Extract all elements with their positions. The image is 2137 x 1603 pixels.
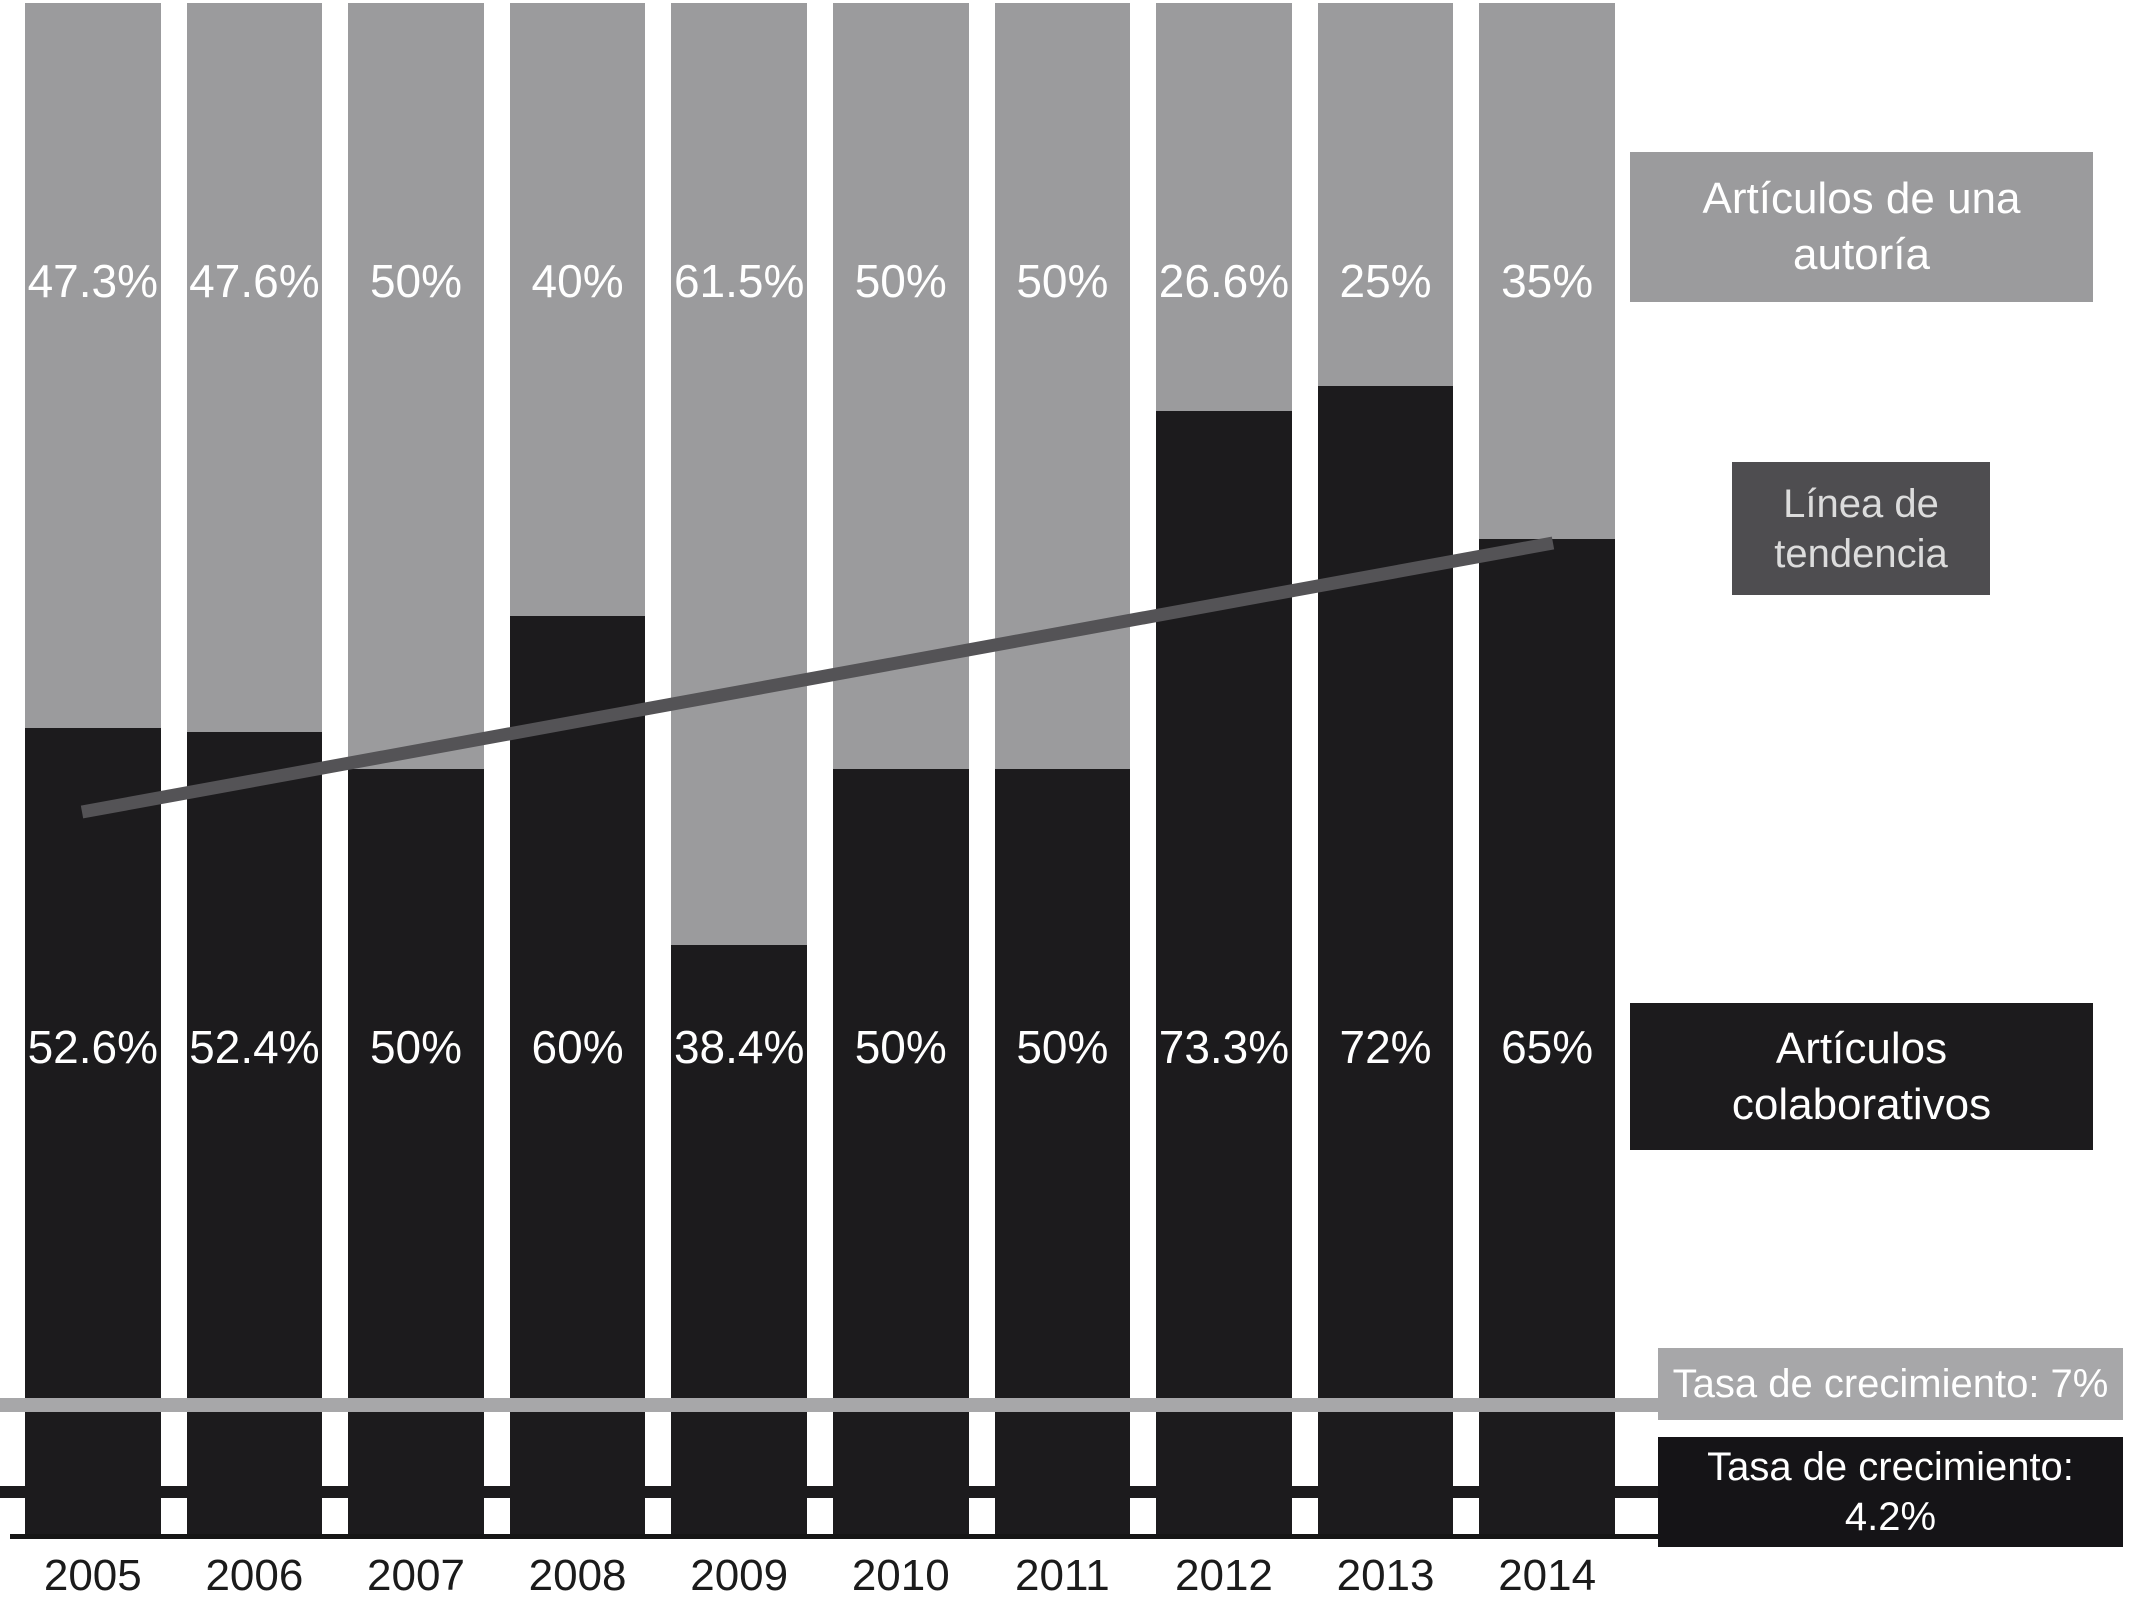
bar-2012: 26.6% 73.3%	[1156, 3, 1292, 1535]
x-tick-label-2014: 2014	[1479, 1552, 1615, 1600]
x-tick-label-2013: 2013	[1318, 1552, 1454, 1600]
legend-growth-rate-black-line1: Tasa de crecimiento:	[1707, 1442, 2074, 1492]
value-label-single-author-2006: 47.6%	[189, 255, 319, 307]
segment-single-author-2010	[833, 3, 969, 769]
value-label-single-author-2009: 61.5%	[674, 255, 804, 307]
segment-single-author-2008	[510, 3, 646, 616]
bar-2007: 50% 50%	[348, 3, 484, 1535]
legend-trend-line2: tendencia	[1774, 529, 1947, 579]
legend-growth-rate-black: Tasa de crecimiento: 4.2%	[1658, 1437, 2123, 1547]
segment-single-author-2005	[25, 3, 161, 728]
segment-collaborative-2011	[995, 769, 1131, 1535]
bar-2009: 61.5% 38.4%	[671, 3, 807, 1535]
segment-collaborative-2010	[833, 769, 969, 1535]
legend-growth-rate-black-line2: 4.2%	[1845, 1492, 1936, 1542]
legend-single-author-line1: Artículos de una	[1703, 171, 2021, 227]
value-label-collaborative-2007: 50%	[370, 1021, 462, 1073]
legend-trend-line1: Línea de	[1783, 479, 1939, 529]
legend-trend-line: Línea de tendencia	[1732, 462, 1990, 595]
bar-columns: 47.3% 52.6% 47.6% 52.4% 50% 50% 40% 60% 61.5% 38.…	[25, 3, 1615, 1535]
value-label-single-author-2008: 40%	[532, 255, 624, 307]
segment-single-author-2007	[348, 3, 484, 769]
bar-2013: 25% 72%	[1318, 3, 1454, 1535]
legend-collaborative-line1: Artículos	[1776, 1021, 1947, 1077]
x-axis-labels: 2005 2006 2007 2008 2009 2010 2011 2012 2013 2014	[25, 1552, 1615, 1600]
value-label-single-author-2012: 26.6%	[1159, 255, 1289, 307]
value-label-collaborative-2006: 52.4%	[189, 1021, 319, 1073]
x-tick-label-2009: 2009	[671, 1552, 807, 1600]
legend-single-author-line2: autoría	[1793, 227, 1930, 283]
value-label-single-author-2005: 47.3%	[28, 255, 158, 307]
legend-growth-rate-gray: Tasa de crecimiento: 7%	[1658, 1348, 2123, 1420]
x-tick-label-2005: 2005	[25, 1552, 161, 1600]
legend-growth-rate-gray-text: Tasa de crecimiento: 7%	[1673, 1362, 2109, 1406]
segment-collaborative-2006	[187, 732, 323, 1535]
segment-single-author-2006	[187, 3, 323, 732]
segment-single-author-2013	[1318, 3, 1454, 386]
value-label-collaborative-2005: 52.6%	[28, 1021, 158, 1073]
x-tick-label-2010: 2010	[833, 1552, 969, 1600]
segment-single-author-2009	[671, 3, 807, 945]
value-label-collaborative-2013: 72%	[1340, 1021, 1432, 1073]
growth-rate-line-gray	[0, 1398, 1658, 1412]
value-label-collaborative-2008: 60%	[532, 1021, 624, 1073]
bar-2014: 35% 65%	[1479, 3, 1615, 1535]
bar-2010: 50% 50%	[833, 3, 969, 1535]
value-label-single-author-2011: 50%	[1016, 255, 1108, 307]
legend-collaborative: Artículos colaborativos	[1630, 1003, 2093, 1150]
legend-collaborative-line2: colaborativos	[1732, 1077, 1991, 1133]
growth-rate-line-black	[0, 1486, 1658, 1498]
value-label-single-author-2010: 50%	[855, 255, 947, 307]
segment-single-author-2012	[1156, 3, 1292, 411]
value-label-collaborative-2012: 73.3%	[1159, 1021, 1289, 1073]
x-tick-label-2007: 2007	[348, 1552, 484, 1600]
x-tick-label-2012: 2012	[1156, 1552, 1292, 1600]
segment-single-author-2011	[995, 3, 1131, 769]
bar-2006: 47.6% 52.4%	[187, 3, 323, 1535]
value-label-single-author-2014: 35%	[1501, 255, 1593, 307]
segment-collaborative-2005	[25, 728, 161, 1535]
value-label-single-author-2013: 25%	[1340, 255, 1432, 307]
stacked-bar-chart: 47.3% 52.6% 47.6% 52.4% 50% 50% 40% 60% 61.5% 38.…	[0, 0, 2137, 1603]
bar-2008: 40% 60%	[510, 3, 646, 1535]
value-label-single-author-2007: 50%	[370, 255, 462, 307]
x-tick-label-2011: 2011	[995, 1552, 1131, 1600]
bar-2005: 47.3% 52.6%	[25, 3, 161, 1535]
value-label-collaborative-2014: 65%	[1501, 1021, 1593, 1073]
segment-collaborative-2013	[1318, 386, 1454, 1535]
segment-collaborative-2007	[348, 769, 484, 1535]
bar-2011: 50% 50%	[995, 3, 1131, 1535]
value-label-collaborative-2011: 50%	[1016, 1021, 1108, 1073]
value-label-collaborative-2010: 50%	[855, 1021, 947, 1073]
value-label-collaborative-2009: 38.4%	[674, 1021, 804, 1073]
segment-collaborative-2012	[1156, 411, 1292, 1536]
x-axis-line	[10, 1534, 1658, 1539]
x-tick-label-2006: 2006	[187, 1552, 323, 1600]
legend-single-author: Artículos de una autoría	[1630, 152, 2093, 302]
x-tick-label-2008: 2008	[510, 1552, 646, 1600]
